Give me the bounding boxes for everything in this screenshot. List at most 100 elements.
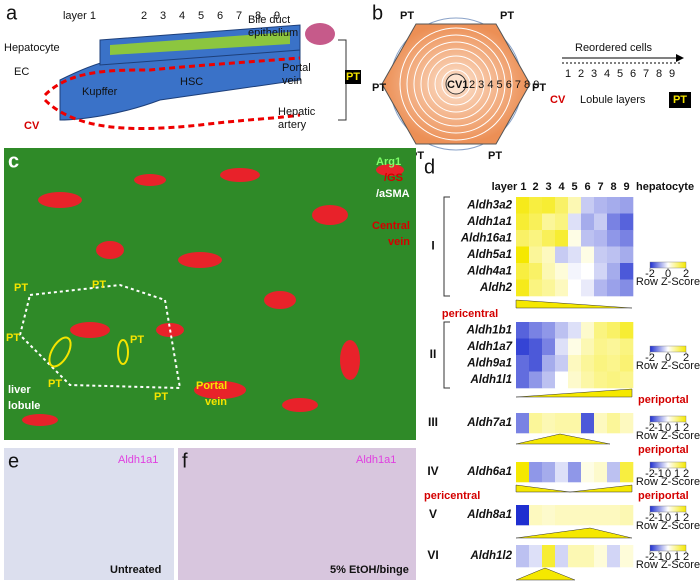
group-label: II: [430, 347, 437, 361]
heatmap-cell: [607, 371, 621, 389]
colorbar-tick-label: -1: [654, 512, 664, 524]
heatmap-cell: [568, 197, 582, 214]
zone-label: periportal: [638, 394, 689, 406]
label: CV1: [447, 79, 468, 91]
colorbar-tick-label: -1: [654, 468, 664, 480]
bile-canaliculus: [110, 32, 290, 55]
heatmap-cell: [529, 545, 543, 568]
colorbar-tick-label: 2: [683, 551, 689, 563]
heatmap-cell: [620, 263, 634, 280]
colorbar-tick-label: 1: [674, 422, 680, 434]
label: Lobule layers: [580, 94, 646, 106]
gene-label: Aldh1l1: [469, 374, 512, 386]
heatmap-cell: [594, 213, 608, 231]
heatmap-cell: [568, 230, 582, 247]
heatmap-cell: [516, 371, 530, 389]
stain-label: /GS: [384, 172, 403, 184]
colorbar-tick-label: -1: [654, 551, 664, 563]
heatmap-cell: [607, 545, 621, 568]
stain-label: Aldh1a1: [118, 454, 158, 466]
panel-label: e: [8, 450, 19, 472]
label: Untreated: [110, 564, 161, 576]
heatmap-cell: [516, 545, 530, 568]
heatmap-cell: [529, 246, 543, 264]
colorbar-title: Row Z-Score: [636, 559, 700, 571]
colorbar-title: Row Z-Score: [636, 430, 700, 442]
heatmap-cell: [529, 322, 543, 339]
heatmap-cell: [568, 263, 582, 280]
layer-label: 2: [141, 10, 147, 22]
label: Hepatocyte: [4, 42, 60, 54]
gene-label: Aldh1l2: [469, 550, 512, 562]
layer-label: layer 1: [63, 10, 96, 22]
colorbar-tick-label: 0: [665, 512, 671, 524]
pt-label: PT: [673, 94, 687, 106]
pt-label: PT: [130, 334, 144, 346]
pt-label: PT: [488, 150, 502, 162]
heatmap-cell: [594, 462, 608, 483]
portal-vein: [117, 339, 129, 365]
pt-label: PT: [48, 378, 62, 390]
heatmap-cell: [620, 338, 634, 356]
heatmap-cell: [542, 413, 556, 434]
lobule-outline: [18, 283, 182, 390]
colorbar-tick-label: -2: [645, 268, 655, 280]
label: vein: [282, 75, 302, 87]
heatmap-cell: [568, 213, 582, 231]
zone-label: periportal: [638, 490, 689, 502]
heatmap-cell: [555, 545, 569, 568]
heatmap-cell: [568, 413, 582, 434]
group-label: V: [429, 507, 437, 521]
heatmap-cell: [529, 413, 543, 434]
label: artery: [278, 119, 307, 131]
column-label: hepatocyte: [636, 181, 694, 193]
heatmap-cell: [516, 462, 530, 483]
group-label: VI: [427, 548, 438, 562]
heatmap-cell: [620, 230, 634, 247]
colorbar-tick-label: 1: [674, 512, 680, 524]
heatmap-cell: [516, 279, 530, 297]
zone-label: periportal: [638, 444, 689, 456]
label: 2 3 4 5 6 7 8 9: [469, 79, 539, 91]
gene-label: Aldh1b1: [466, 324, 512, 336]
heatmap-cell: [568, 462, 582, 483]
heatmap-cell: [581, 462, 595, 483]
gene-label: Aldh8a1: [466, 509, 512, 521]
gene-label: Aldh1a7: [466, 341, 512, 353]
colorbar-tick-label: 2: [683, 352, 689, 364]
heatmap-cell: [555, 413, 569, 434]
heatmap-cell: [529, 279, 543, 297]
gene-label: Aldh5a1: [466, 249, 512, 261]
heatmap-cell: [607, 246, 621, 264]
panel-label: b: [372, 2, 383, 24]
colorbar-tick-label: 0: [665, 422, 671, 434]
heatmap-cell: [542, 246, 556, 264]
group-label: III: [428, 415, 438, 429]
panel-label: a: [6, 2, 18, 24]
column-label: 7: [597, 181, 603, 193]
heatmap-cell: [620, 322, 634, 339]
gene-label: Aldh6a1: [466, 466, 512, 478]
label: lobule: [8, 400, 40, 412]
colorbar-tick-label: 0: [665, 268, 671, 280]
heatmap-cell: [594, 338, 608, 356]
heatmap-cell: [555, 197, 569, 214]
heatmap-cell: [516, 230, 530, 247]
heatmap-cell: [581, 213, 595, 231]
heatmap-cell: [594, 413, 608, 434]
heatmap-cell: [581, 246, 595, 264]
pt-label: PT: [400, 10, 414, 22]
heatmap-cell: [620, 213, 634, 231]
group-label: I: [431, 239, 434, 253]
micrograph: [4, 448, 174, 580]
layer-label: 8: [255, 10, 261, 22]
heatmap-cell: [620, 462, 634, 483]
stain-label: /aSMA: [376, 188, 410, 200]
layer-label: 6: [217, 10, 223, 22]
heatmap-cell: [542, 462, 556, 483]
column-label: 5: [571, 181, 577, 193]
label: CV: [550, 94, 566, 106]
layer-label: 1: [565, 68, 571, 80]
heatmap-cell: [568, 505, 582, 526]
colorbar-tick-label: 1: [674, 468, 680, 480]
